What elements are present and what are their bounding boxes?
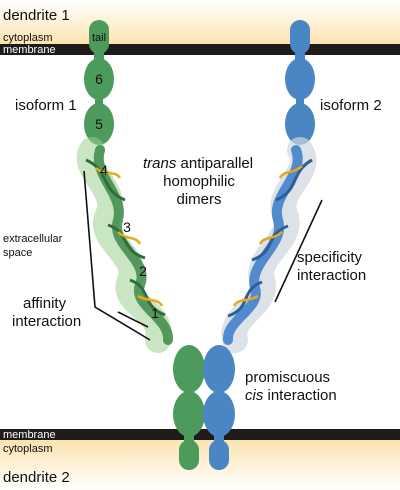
trans-rest: antiparallel xyxy=(176,155,253,172)
domain-2-label: 2 xyxy=(139,263,147,279)
specificity-bracket xyxy=(274,199,323,303)
promiscuous-label: promiscuous xyxy=(245,369,330,386)
cis-rest: interaction xyxy=(263,387,336,404)
cytoplasm-top-region xyxy=(0,0,400,44)
extracellular-label-1: extracellular xyxy=(3,233,63,245)
cytoplasm-bottom-region xyxy=(0,440,400,490)
cytoplasm-bottom-label: cytoplasm xyxy=(3,443,53,455)
membrane-top-label: membrane xyxy=(3,44,56,56)
specificity-label-1: specificity xyxy=(297,249,363,266)
trans-label: trans antiparallel xyxy=(143,155,253,172)
domain-4-label: 4 xyxy=(100,162,108,178)
membrane-top xyxy=(0,44,400,55)
affinity-pointer xyxy=(117,311,149,328)
isoform2-ribbon-arm xyxy=(221,137,317,353)
domain-tail-label: tail xyxy=(92,32,106,44)
extracellular-label-2: space xyxy=(3,247,32,259)
dendrite-bottom-label: dendrite 2 xyxy=(3,469,70,486)
cytoplasm-top-label: cytoplasm xyxy=(3,32,53,44)
isoform1-top xyxy=(84,20,114,145)
isoform1-ribbon-arm xyxy=(76,137,173,353)
domain-3-label: 3 xyxy=(123,219,131,235)
dimers-label: dimers xyxy=(176,191,221,208)
domain-1-label: 1 xyxy=(151,305,159,321)
trans-italic: trans xyxy=(143,155,177,172)
affinity-label-2: interaction xyxy=(12,313,81,330)
membrane-bottom-label: membrane xyxy=(3,429,56,441)
dendrite-top-label: dendrite 1 xyxy=(3,7,70,24)
domain-5-label: 5 xyxy=(95,116,103,132)
affinity-label-1: affinity xyxy=(23,295,67,312)
cis-interaction-label: cis interaction xyxy=(245,387,337,404)
isoform-1-label: isoform 1 xyxy=(15,97,77,114)
specificity-label-2: interaction xyxy=(297,267,366,284)
affinity-bracket xyxy=(83,170,151,341)
homophilic-label: homophilic xyxy=(163,173,235,190)
isoform-2-label: isoform 2 xyxy=(320,97,382,114)
domain-6-label: 6 xyxy=(95,71,103,87)
membrane-bottom xyxy=(0,429,400,440)
isoform2-top xyxy=(285,20,315,145)
isoform1-bottom xyxy=(173,345,205,470)
isoform2-bottom xyxy=(203,345,235,470)
cis-italic: cis xyxy=(245,387,264,404)
